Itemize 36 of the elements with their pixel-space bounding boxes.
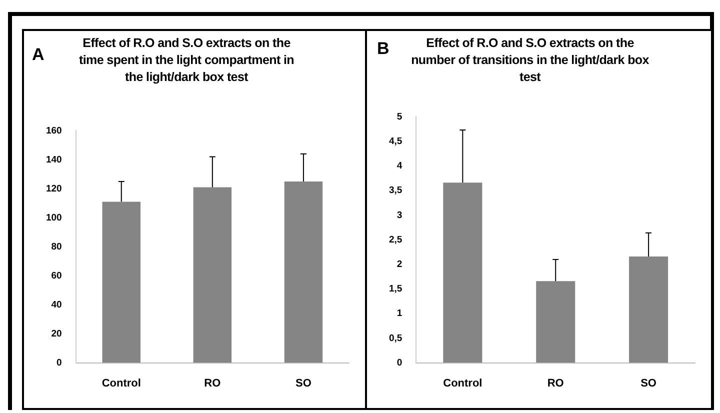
bar xyxy=(443,182,482,363)
x-tick-label: RO xyxy=(547,377,564,390)
chart-title: Effect of R.O and S.O extracts on the number of transitions in the light/dark box test xyxy=(410,35,650,86)
x-tick-label: SO xyxy=(640,377,657,390)
chart-title: Effect of R.O and S.O extracts on the time spent in the light compartment in the light/dark box test xyxy=(79,35,294,86)
y-tick-label: 60 xyxy=(51,270,62,282)
y-tick-label: 0,5 xyxy=(388,332,403,344)
y-tick-label: 1,5 xyxy=(388,284,403,295)
y-tick-label: 2,5 xyxy=(388,234,403,246)
y-tick-label: 80 xyxy=(51,241,62,252)
bar xyxy=(284,181,323,363)
y-tick-label: 100 xyxy=(46,212,62,224)
y-tick-label: 2 xyxy=(396,258,402,270)
y-tick-label: 160 xyxy=(46,125,62,136)
y-tick-label: 140 xyxy=(46,154,62,166)
bar xyxy=(102,202,140,363)
y-tick-label: 0 xyxy=(56,357,62,368)
y-tick-label: 0 xyxy=(396,357,402,368)
y-tick-label: 1 xyxy=(396,308,403,320)
bar xyxy=(629,256,668,363)
y-tick-label: 3 xyxy=(396,210,402,221)
y-tick-label: 20 xyxy=(51,328,62,340)
bar xyxy=(536,281,576,363)
text: A xyxy=(32,45,44,65)
text: B xyxy=(377,39,390,59)
x-tick-label: SO xyxy=(296,377,312,390)
x-tick-label: Control xyxy=(443,377,482,390)
y-tick-label: 4,5 xyxy=(388,136,403,147)
y-tick-label: 4 xyxy=(396,160,403,172)
y-tick-label: 5 xyxy=(396,111,403,122)
x-tick-label: RO xyxy=(204,377,222,390)
x-tick-label: Control xyxy=(102,377,141,390)
y-tick-label: 120 xyxy=(46,183,62,194)
y-tick-label: 40 xyxy=(51,299,62,310)
bar xyxy=(193,187,232,363)
y-tick-label: 3,5 xyxy=(388,185,403,196)
